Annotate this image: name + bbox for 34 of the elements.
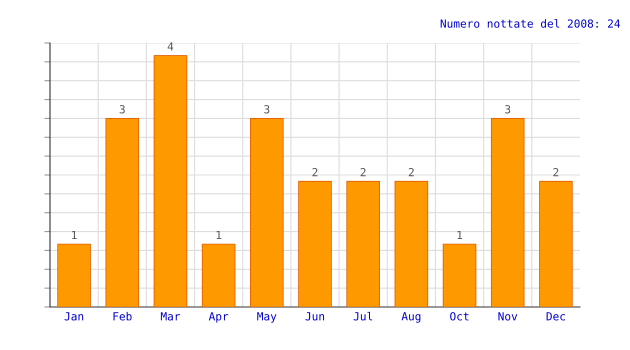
x-tick-label: Mar: [160, 312, 180, 321]
data-label: 3: [505, 105, 510, 114]
x-tick-label: Oct: [450, 312, 468, 321]
bar: [202, 244, 236, 307]
bar: [490, 118, 525, 307]
x-tick-label: Apr: [208, 312, 228, 323]
bar: [346, 180, 380, 307]
data-label: 1: [458, 230, 462, 240]
x-tick-label: May: [257, 312, 276, 323]
bar: [442, 244, 476, 307]
chart-title: Numero nottate del 2008: 24: [440, 19, 620, 28]
data-label: 1: [72, 230, 77, 240]
x-tick-label: Nov: [498, 312, 518, 321]
x-tick-label: Jul: [354, 312, 372, 321]
data-label: 2: [553, 168, 558, 176]
data-label: 3: [264, 105, 270, 114]
data-label: 2: [360, 168, 366, 176]
x-tick-label: Aug: [402, 312, 420, 323]
bar: [57, 244, 91, 307]
bar: [154, 55, 188, 307]
data-label: 3: [120, 105, 125, 114]
bar: [298, 180, 332, 307]
x-tick-label: Jan: [64, 312, 84, 321]
bar: [394, 180, 428, 307]
x-tick-label: Feb: [114, 312, 132, 321]
bar: [539, 180, 573, 307]
data-label: 2: [312, 168, 318, 176]
bar: [105, 118, 140, 307]
data-label: 2: [408, 168, 414, 176]
data-label: 1: [216, 230, 222, 240]
bar: [250, 118, 284, 307]
x-tick-label: Jun: [306, 312, 324, 321]
x-tick-label: Dec: [546, 312, 566, 321]
data-label: 4: [168, 42, 174, 50]
